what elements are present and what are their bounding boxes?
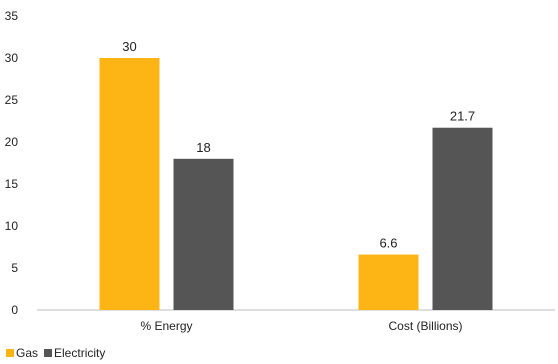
y-tick-label: 10 [5, 219, 19, 233]
y-tick-label: 0 [11, 303, 18, 317]
category-label: % Energy [140, 319, 192, 333]
y-tick-label: 35 [5, 9, 19, 23]
bar-electricity-1 [432, 127, 493, 310]
y-tick-label: 5 [11, 261, 18, 275]
legend-item-electricity: Electricity [44, 346, 105, 360]
data-label-electricity-0: 18 [196, 140, 210, 155]
legend-label-electricity: Electricity [54, 346, 106, 360]
bar-gas-1 [358, 254, 419, 310]
legend-item-gas: Gas [6, 346, 38, 360]
legend: Gas Electricity [6, 346, 105, 360]
legend-swatch-electricity [44, 349, 53, 357]
data-labels: 30 18 6.6 21.7 [122, 39, 475, 251]
data-label-gas-1: 6.6 [379, 236, 397, 251]
y-tick-label: 30 [5, 51, 19, 65]
bar-gas-0 [99, 58, 160, 310]
y-tick-label: 15 [5, 177, 19, 191]
data-label-gas-0: 30 [122, 39, 136, 54]
category-label: Cost (Billions) [388, 319, 462, 333]
legend-swatch-gas [6, 349, 14, 357]
y-tick-label: 20 [5, 135, 19, 149]
y-tick-label: 25 [5, 93, 19, 107]
legend-label-gas: Gas [16, 346, 39, 360]
data-label-electricity-1: 21.7 [450, 109, 475, 124]
bars [99, 58, 493, 310]
category-labels: % Energy Cost (Billions) [140, 319, 462, 333]
bar-electricity-0 [173, 158, 234, 310]
y-axis-ticks: 0 5 10 15 20 25 30 35 [5, 9, 19, 317]
